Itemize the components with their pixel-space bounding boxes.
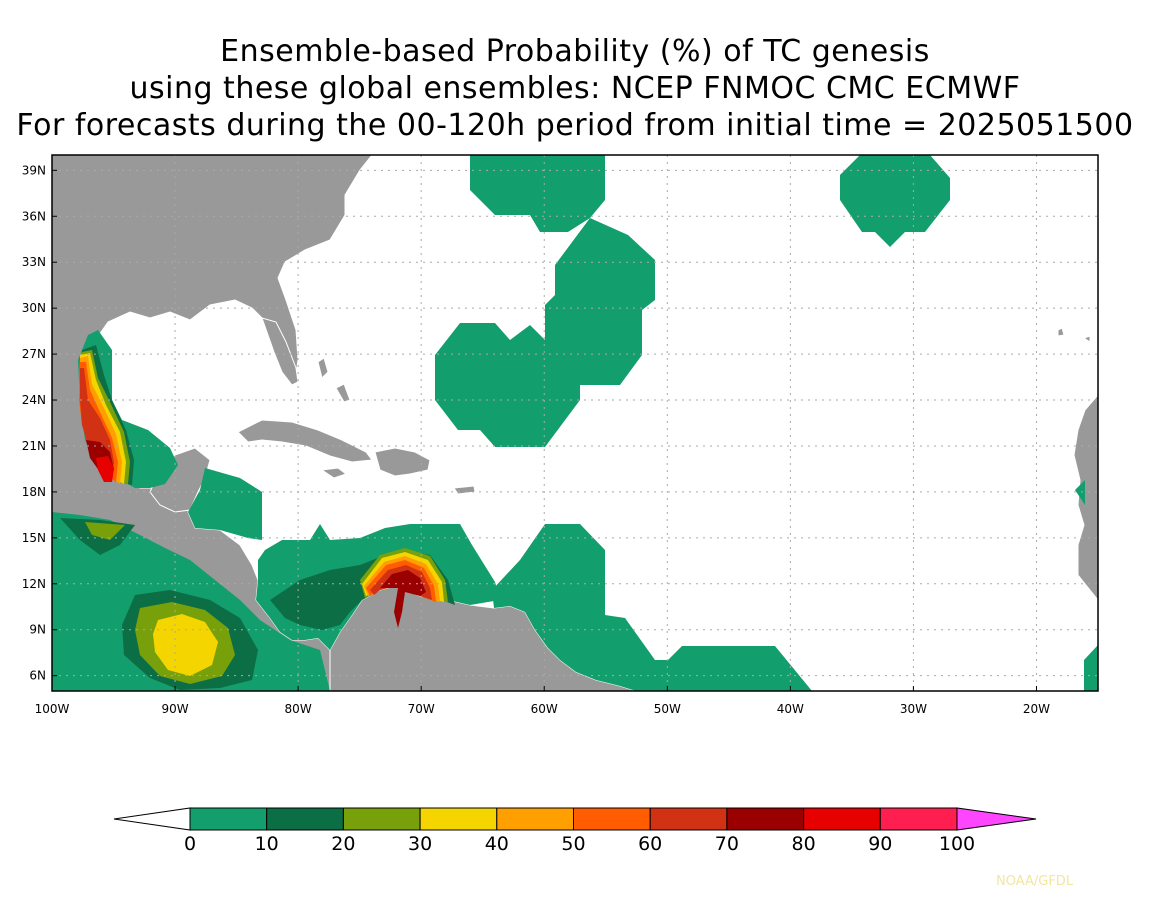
lat-tick-label: 33N — [22, 255, 46, 269]
lon-tick-label: 40W — [777, 702, 804, 716]
lon-tick-labels: 100W 90W 80W 70W 60W 50W 40W 30W 20W — [35, 686, 1050, 716]
contour-caribbean-80 — [380, 570, 426, 628]
colorbar-label: 0 — [184, 833, 196, 855]
contour-gulf-90 — [96, 456, 114, 482]
land-jamaica — [320, 467, 348, 479]
lat-tick-labels: 39N 36N 33N 30N 27N 24N 21N 18N 15N 12N 9N 6N — [22, 163, 57, 683]
colorbar-segment — [496, 807, 574, 831]
colorbar-under-arrow — [113, 807, 191, 831]
title-line-3: For forecasts during the 00-120h period … — [16, 108, 1134, 143]
contour-africa-10a — [1075, 480, 1085, 505]
colorbar-segment — [726, 807, 805, 831]
colorbar-segment — [419, 807, 498, 831]
lon-tick-label: 100W — [35, 702, 70, 716]
lat-tick-label: 27N — [22, 347, 46, 361]
title-line-2: using these global ensembles: NCEP FNMOC… — [129, 71, 1021, 106]
grid-lines — [52, 155, 1098, 691]
colorbar-segment — [189, 807, 268, 831]
contour-epac-30b — [85, 522, 125, 540]
colorbar-label: 90 — [868, 833, 892, 855]
contour-campeche-10 — [188, 468, 262, 540]
map-frame — [51, 154, 1099, 692]
lon-tick-label: 30W — [900, 702, 927, 716]
lat-tick-label: 6N — [29, 669, 46, 683]
lat-tick-label: 24N — [22, 393, 46, 407]
colorbar-segment — [266, 807, 344, 831]
colorbar-label: 20 — [331, 833, 355, 855]
lon-tick-label: 60W — [531, 702, 558, 716]
map-panel — [52, 155, 1098, 691]
title-line-1: Ensemble-based Probability (%) of TC gen… — [220, 34, 930, 69]
lon-tick-label: 90W — [161, 702, 188, 716]
colorbar-label: 70 — [715, 833, 739, 855]
lat-tick-label: 12N — [22, 577, 46, 591]
contour-africa-10b — [1084, 645, 1098, 691]
credit-label: NOAA/GFDL — [996, 874, 1074, 889]
lon-tick-label: 80W — [285, 702, 312, 716]
lat-tick-label: 30N — [22, 301, 46, 315]
colorbar-segment — [649, 807, 728, 831]
lon-tick-label: 20W — [1023, 702, 1050, 716]
colorbar-label: 30 — [408, 833, 432, 855]
lat-tick-label: 21N — [22, 439, 46, 453]
lon-tick-label: 70W — [408, 702, 435, 716]
colorbar-label: 100 — [939, 833, 975, 855]
land-cuba — [237, 419, 373, 463]
colorbar-label: 40 — [485, 833, 509, 855]
colorbar-label: 80 — [792, 833, 816, 855]
contour-atl-south-10 — [492, 524, 812, 691]
colorbar-segment — [879, 807, 958, 831]
colorbar-label: 60 — [638, 833, 662, 855]
colorbar-segment — [342, 807, 421, 831]
probability-contours — [52, 155, 1098, 691]
land-puerto-rico — [453, 485, 476, 495]
lat-tick-label: 18N — [22, 485, 46, 499]
land-florida — [261, 317, 299, 386]
land-bahamas — [317, 357, 351, 403]
contour-atl-central-10 — [435, 218, 655, 447]
contour-atl-ne-10 — [840, 155, 950, 247]
colorbar-over-arrow — [956, 807, 1037, 831]
colorbar-label: 50 — [561, 833, 585, 855]
lat-tick-label: 39N — [22, 163, 46, 177]
land-africa — [1073, 394, 1098, 601]
colorbar: 0 10 20 30 40 50 60 70 80 90 100 — [113, 807, 1037, 855]
lat-tick-label: 36N — [22, 209, 46, 223]
land-cape-verde — [1057, 327, 1091, 343]
land-hispaniola — [374, 447, 431, 477]
lat-tick-label: 15N — [22, 531, 46, 545]
lat-tick-label: 9N — [29, 623, 46, 637]
lon-tick-label: 50W — [654, 702, 681, 716]
colorbar-segment — [803, 807, 881, 831]
contour-atl-north-10 — [470, 155, 605, 232]
contour-epac-40 — [153, 614, 218, 676]
colorbar-segment — [573, 807, 651, 831]
colorbar-label: 10 — [255, 833, 279, 855]
